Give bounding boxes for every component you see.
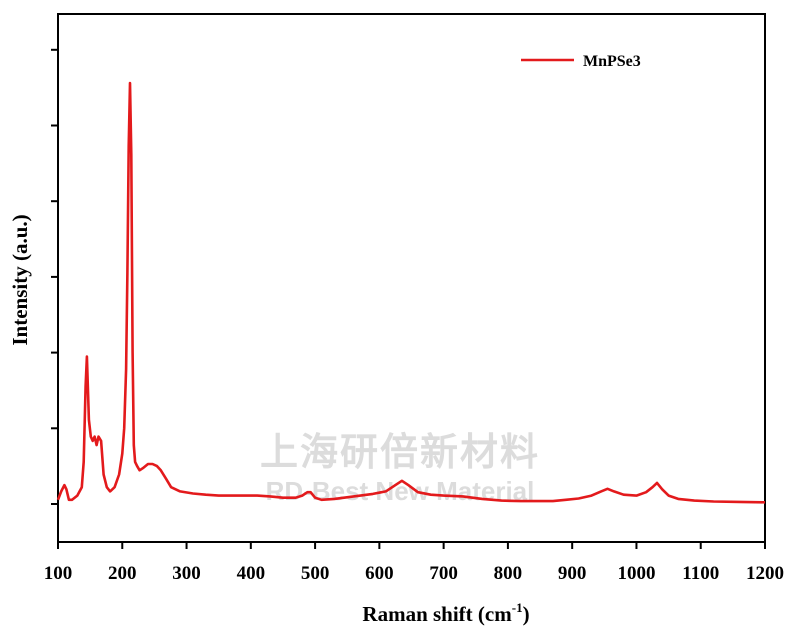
x-axis-title-main: Raman shift (cm <box>362 602 512 626</box>
x-axis-tick-labels: 100 200 300 400 500 600 700 800 900 1000 1100 1200 <box>44 563 784 584</box>
legend-label: MnPSe3 <box>583 53 641 70</box>
y-axis-title: Intensity (a.u.) <box>8 214 32 345</box>
x-tick-label: 500 <box>301 563 330 584</box>
plot-frame <box>57 13 766 543</box>
x-tick-label: 300 <box>172 563 201 584</box>
series-line-mnpse3 <box>56 81 766 504</box>
legend: MnPSe3 <box>521 53 641 70</box>
x-axis-title-close: ) <box>523 602 530 626</box>
x-tick-label: 900 <box>558 563 587 584</box>
x-tick-label: 700 <box>429 563 458 584</box>
x-tick-label: 1000 <box>617 563 655 584</box>
watermark-chinese: 上海研倍新材料 <box>260 430 540 474</box>
x-axis-ticks <box>57 542 766 549</box>
x-tick-label: 100 <box>44 563 73 584</box>
x-tick-label: 800 <box>494 563 523 584</box>
y-axis-ticks <box>51 48 58 505</box>
x-tick-label: 400 <box>237 563 266 584</box>
x-axis-title-sup: -1 <box>512 600 523 615</box>
x-tick-label: 200 <box>108 563 137 584</box>
x-axis-title: Raman shift (cm-1) <box>362 600 529 626</box>
x-tick-label: 600 <box>365 563 394 584</box>
x-tick-label: 1200 <box>746 563 784 584</box>
x-tick-label: 1100 <box>682 563 719 584</box>
